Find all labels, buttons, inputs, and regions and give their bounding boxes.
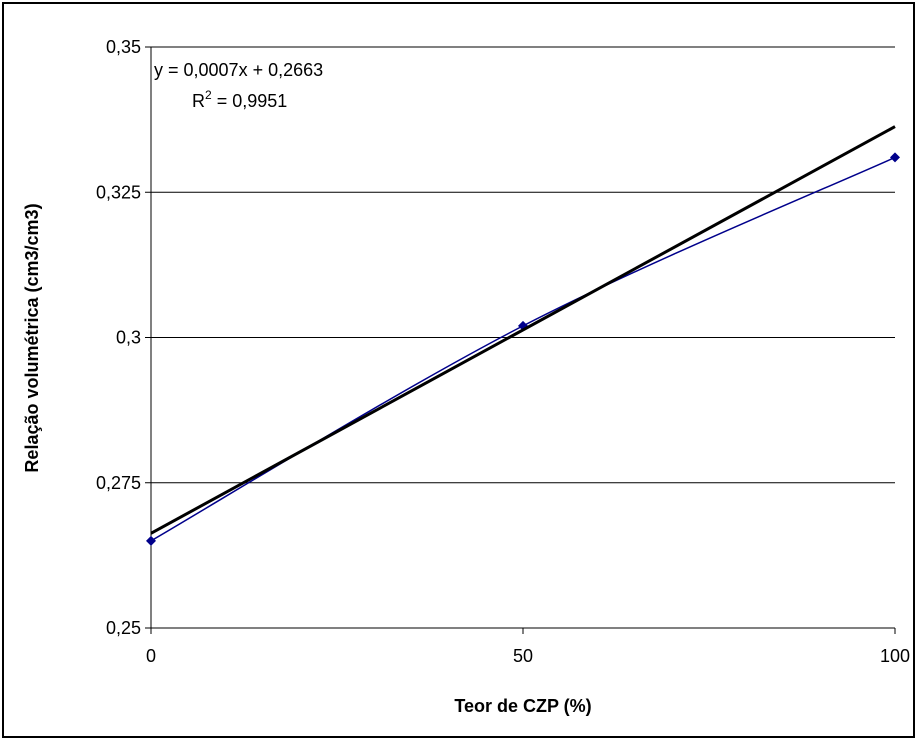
x-axis-title: Teor de CZP (%): [454, 696, 591, 716]
series-line: [150, 156, 896, 542]
y-tick-label: 0,325: [96, 182, 141, 202]
x-tick-label: 50: [513, 646, 533, 666]
y-tick-label: 0,3: [116, 328, 141, 348]
r-squared-prefix: R: [192, 91, 205, 111]
trendline-equation: y = 0,0007x + 0,2663: [154, 60, 323, 80]
r-squared-superscript: 2: [205, 88, 212, 102]
r-squared-label: R2 = 0,9951: [192, 88, 287, 111]
x-tick-label: 100: [880, 646, 910, 666]
data-point: [890, 152, 900, 163]
y-tick-label: 0,35: [106, 37, 141, 57]
gridlines: [151, 46, 895, 629]
y-axis-title: Relação volumétrica (cm3/cm3): [22, 203, 42, 472]
y-axis-ticks: 0,25 0,275 0,3 0,325 0,35: [96, 37, 151, 638]
x-axis-ticks: 0 50 100: [146, 628, 910, 666]
y-tick-label: 0,275: [96, 473, 141, 493]
trendline-group: [150, 125, 896, 535]
y-tick-label: 0,25: [106, 618, 141, 638]
x-tick-label: 0: [146, 646, 156, 666]
trendline: [150, 125, 896, 535]
series: [146, 152, 900, 546]
r-squared-value: = 0,9951: [212, 91, 288, 111]
data-point: [146, 535, 156, 546]
